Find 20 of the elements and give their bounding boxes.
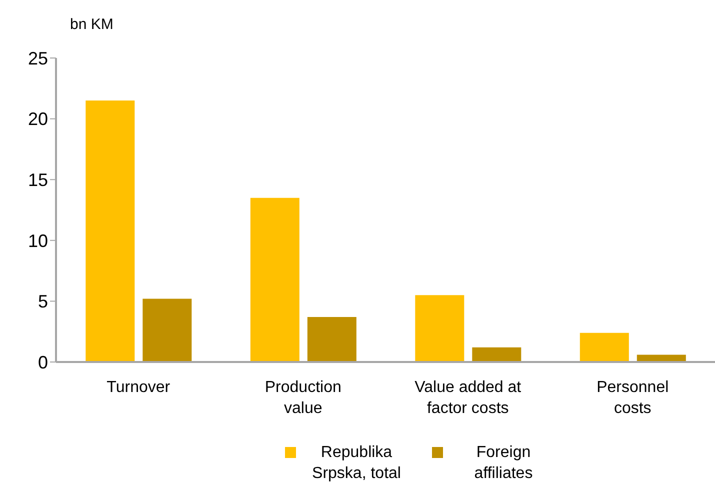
y-tick-label: 0	[38, 352, 48, 372]
x-tick-label: Production value	[264, 379, 342, 417]
y-tick-label: 15	[28, 170, 48, 190]
legend-label: Foreign affiliates	[473, 443, 534, 484]
y-tick-label: 25	[28, 48, 48, 68]
y-tick-label: 20	[28, 109, 48, 130]
bar	[142, 298, 192, 362]
bar	[307, 317, 356, 362]
x-tick-label: Personnel costs	[596, 379, 669, 417]
x-tick-label: Value added at factor costs	[414, 379, 522, 417]
bar	[580, 332, 629, 362]
y-tick-label: 5	[38, 292, 48, 312]
y-tick-label: 10	[28, 230, 48, 251]
bar	[415, 295, 464, 362]
bar	[86, 100, 135, 362]
legend-label: Republika Srpska, total	[311, 443, 402, 484]
bar	[472, 347, 522, 362]
bar	[250, 198, 300, 362]
y-axis-title: bn KM	[70, 16, 114, 33]
x-tick-label: Turnover	[106, 379, 171, 396]
